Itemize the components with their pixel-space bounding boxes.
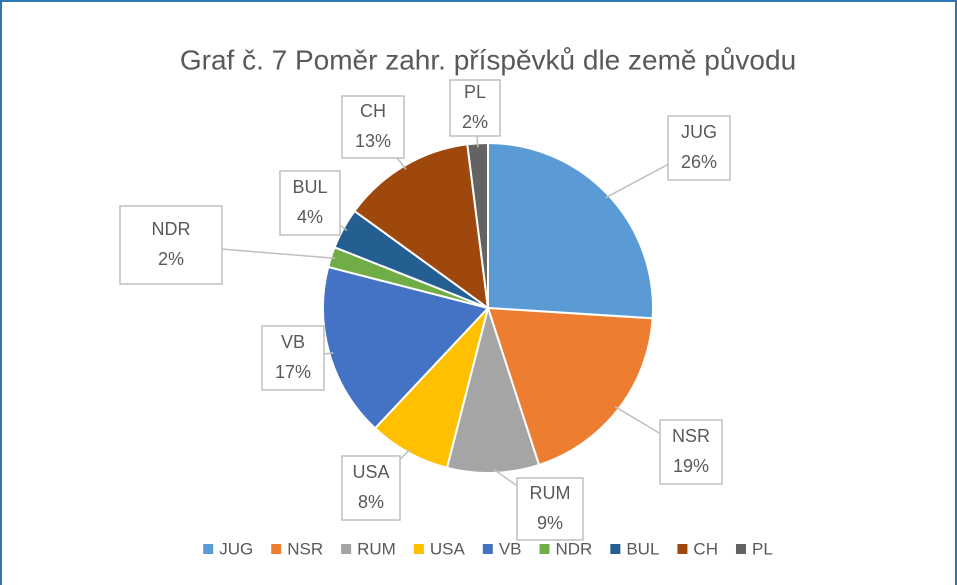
legend-swatch — [610, 544, 621, 554]
legend-label: JUG — [219, 539, 253, 558]
legend-label: NSR — [287, 539, 323, 558]
label-box — [341, 95, 405, 159]
legend-swatch — [539, 544, 550, 554]
legend-swatch — [341, 544, 352, 554]
data-label-name: CH — [360, 101, 386, 121]
data-label: 2% — [462, 112, 488, 132]
data-label-name: NDR — [152, 219, 191, 239]
legend-label: PL — [752, 539, 773, 558]
data-label: 13% — [355, 131, 391, 151]
data-label: 19% — [673, 456, 709, 476]
label-box — [279, 170, 341, 236]
data-label: 8% — [358, 492, 384, 512]
legend-label: BUL — [626, 539, 659, 558]
legend: JUG NSR RUM USA VB NDR BUL CH PL — [203, 539, 773, 558]
legend-swatch — [413, 544, 424, 554]
legend-swatch — [677, 544, 688, 554]
label-box — [119, 205, 223, 285]
legend-label: CH — [693, 539, 718, 558]
label-box — [659, 419, 723, 485]
legend-label: NDR — [556, 539, 593, 558]
label-box — [449, 79, 501, 137]
legend-swatch — [735, 544, 746, 554]
data-label: 9% — [537, 513, 563, 533]
data-label-name: RUM — [530, 483, 571, 503]
data-label-name: VB — [281, 332, 305, 352]
legend-swatch — [203, 544, 214, 554]
label-box — [341, 455, 401, 521]
pie-slice — [445, 304, 541, 474]
legend-swatch — [482, 544, 493, 554]
data-label-name: NSR — [672, 426, 710, 446]
label-box — [516, 477, 584, 541]
data-label: 17% — [275, 362, 311, 382]
legend-swatch — [271, 544, 282, 554]
legend-label: VB — [499, 539, 522, 558]
data-label: 26% — [681, 152, 717, 172]
data-label: 4% — [297, 207, 323, 227]
data-label-name: USA — [352, 462, 389, 482]
data-label-name: JUG — [681, 122, 717, 142]
label-box — [261, 325, 325, 391]
legend-label: RUM — [357, 539, 396, 558]
data-label: 2% — [158, 249, 184, 269]
data-label-name: BUL — [292, 177, 327, 197]
data-label-name: PL — [464, 82, 486, 102]
label-box — [667, 115, 731, 181]
legend-label: USA — [430, 539, 466, 558]
chart-title: Graf č. 7 Poměr zahr. příspěvků dle země… — [180, 44, 796, 75]
pie-slice — [487, 141, 654, 320]
